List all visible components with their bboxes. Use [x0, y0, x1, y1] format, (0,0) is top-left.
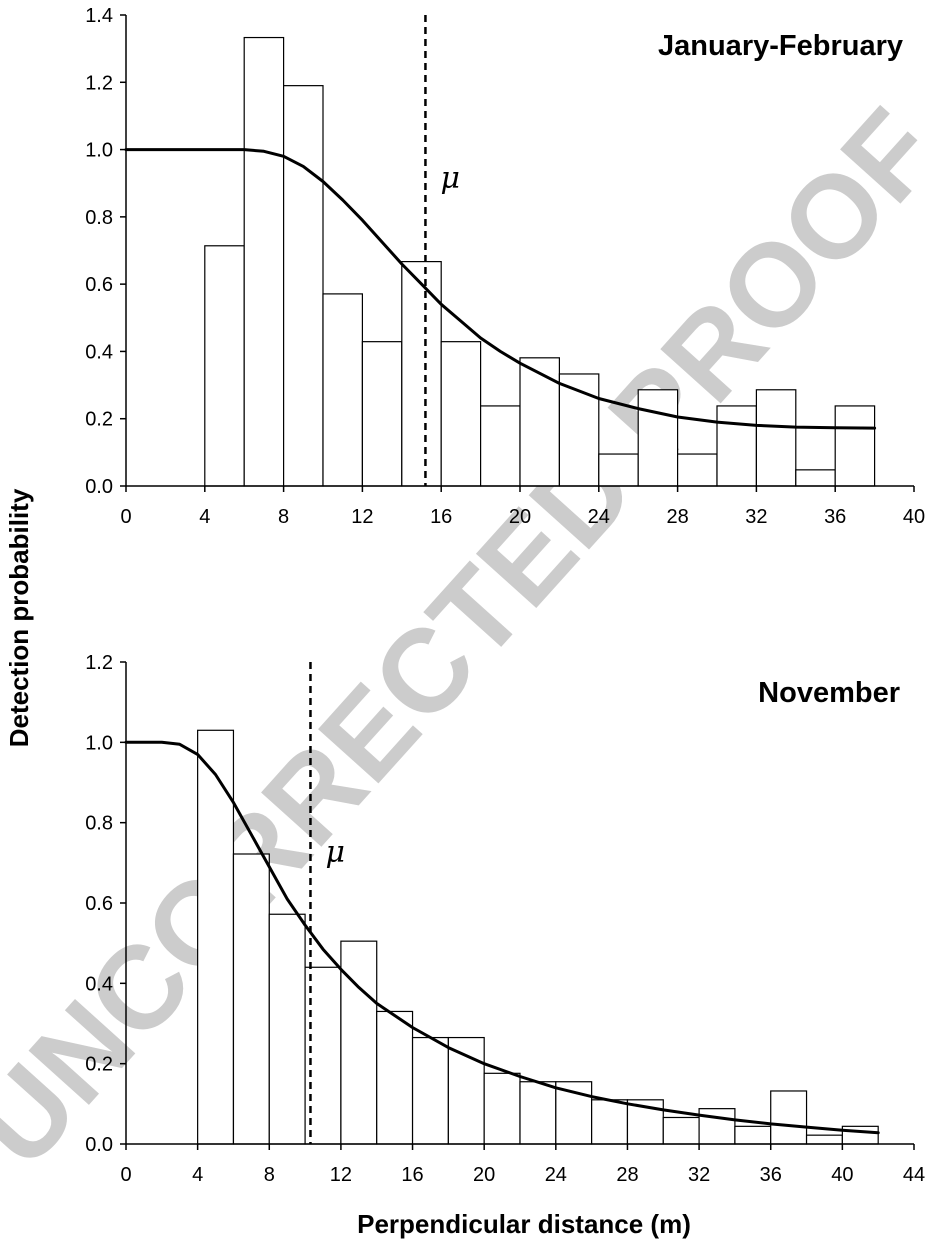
x-tick-label: 24 — [588, 506, 610, 528]
histogram-bar — [841, 1125, 879, 1145]
histogram-bar — [770, 1090, 808, 1145]
y-tick-label: 0.0 — [85, 476, 113, 498]
histogram-bar — [322, 293, 364, 487]
histogram-bar — [755, 389, 797, 487]
x-tick-label: 32 — [745, 506, 767, 528]
histogram-bar — [662, 1116, 700, 1145]
y-tick-label: 1.0 — [85, 140, 113, 162]
histogram-bar — [401, 261, 442, 487]
histogram-bar — [834, 405, 876, 487]
x-tick-label: 8 — [264, 1164, 275, 1186]
histogram-bar — [440, 341, 482, 487]
panel-title: January-February — [658, 30, 903, 62]
histogram-bar — [340, 940, 378, 1145]
mu-label: μ — [440, 161, 460, 196]
histogram-bar — [519, 357, 561, 487]
histogram-bar — [805, 1134, 843, 1145]
x-tick-label: 16 — [401, 1164, 423, 1186]
x-tick-label: 12 — [330, 1164, 352, 1186]
histogram-bar — [411, 1036, 449, 1145]
panel-title: November — [758, 677, 900, 709]
y-tick-label: 0.6 — [85, 274, 113, 296]
y-tick-label: 0.2 — [85, 1054, 113, 1076]
y-tick-label: 0.8 — [85, 207, 113, 229]
histogram-bar — [519, 1081, 557, 1145]
watermark-text: UNCORRECTED PROOF — [0, 85, 939, 1192]
x-tick-label: 36 — [760, 1164, 782, 1186]
january-february-panel: μ 0.0 0.2 0.4 0.6 0.8 1.0 1.2 1.4 0 4 8 12 16 20 24 28 32… — [85, 5, 925, 528]
histogram-bar — [676, 453, 718, 487]
histogram-bar — [716, 405, 758, 487]
histogram-bar — [558, 373, 600, 487]
y-tick-label: 0.0 — [85, 1134, 113, 1156]
histogram-bar — [483, 1072, 521, 1145]
histogram-bar — [637, 389, 679, 487]
fitted-detection-curve — [124, 148, 877, 430]
histogram-bar — [598, 453, 639, 487]
november-panel: μ 0.0 0.2 0.4 0.6 0.8 1.0 1.2 0 4 8 12 16 20 24 28 32 36 4… — [85, 652, 925, 1186]
x-tick-label: 12 — [351, 506, 373, 528]
x-tick-label: 24 — [545, 1164, 567, 1186]
x-tick-label: 40 — [903, 506, 925, 528]
x-tick-label: 16 — [430, 506, 452, 528]
histogram-bar — [197, 729, 235, 1145]
y-tick-label: 0.4 — [85, 973, 113, 995]
fitted-detection-curve — [124, 740, 880, 1135]
x-tick-label: 28 — [616, 1164, 638, 1186]
x-axis-label: Perpendicular distance (m) — [357, 1209, 691, 1239]
y-tick-label: 1.0 — [85, 732, 113, 754]
histogram-bar — [204, 245, 245, 487]
histogram-bar — [795, 469, 836, 487]
histogram-bar — [243, 36, 285, 487]
x-tick-label: 20 — [473, 1164, 495, 1186]
watermark-layer: UNCORRECTED PROOF — [0, 85, 939, 1192]
y-tick-label: 0.4 — [85, 341, 113, 363]
histogram-bar — [591, 1099, 629, 1145]
x-tick-label: 0 — [120, 1164, 131, 1186]
y-axis-label: Detection probability — [4, 488, 34, 747]
histogram-bar — [447, 1036, 485, 1145]
y-tick-label: 1.2 — [85, 72, 113, 94]
y-tick-label: 1.4 — [85, 5, 113, 27]
histogram-bar — [480, 405, 521, 487]
histogram-bar — [376, 1010, 414, 1145]
x-tick-label: 4 — [199, 506, 210, 528]
x-tick-label: 40 — [831, 1164, 853, 1186]
histogram-bar — [734, 1125, 772, 1145]
x-tick-label: 44 — [903, 1164, 925, 1186]
y-tick-label: 0.6 — [85, 893, 113, 915]
x-tick-label: 36 — [824, 506, 846, 528]
x-tick-label: 4 — [192, 1164, 203, 1186]
histogram-bar — [232, 853, 270, 1145]
y-tick-label: 0.8 — [85, 813, 113, 835]
x-tick-label: 28 — [666, 506, 688, 528]
y-tick-label: 1.2 — [85, 652, 113, 674]
histogram-bar — [304, 966, 342, 1145]
x-tick-label: 8 — [278, 506, 289, 528]
mu-label: μ — [325, 835, 345, 870]
histogram-bar — [361, 341, 403, 487]
x-tick-label: 20 — [509, 506, 531, 528]
histogram-bar — [283, 85, 324, 487]
x-tick-label: 32 — [688, 1164, 710, 1186]
histogram-bar — [268, 913, 306, 1145]
y-tick-label: 0.2 — [85, 409, 113, 431]
histogram-bar — [698, 1108, 736, 1145]
x-tick-label: 0 — [120, 506, 131, 528]
